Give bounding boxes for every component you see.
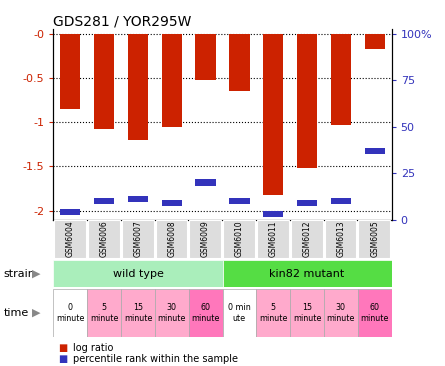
Bar bbox=[128, 34, 148, 140]
Text: GSM6012: GSM6012 bbox=[303, 221, 312, 257]
Bar bbox=[94, 34, 114, 129]
Text: 0 min
ute: 0 min ute bbox=[228, 303, 251, 323]
Bar bbox=[162, 200, 182, 206]
Text: ▶: ▶ bbox=[32, 269, 41, 279]
Text: kin82 mutant: kin82 mutant bbox=[269, 269, 345, 279]
Bar bbox=[263, 34, 283, 195]
Text: 30
minute: 30 minute bbox=[327, 303, 355, 323]
Bar bbox=[87, 289, 121, 337]
Bar bbox=[60, 34, 81, 109]
Text: wild type: wild type bbox=[113, 269, 163, 279]
Bar bbox=[297, 200, 317, 206]
Text: 15
minute: 15 minute bbox=[293, 303, 321, 323]
Text: GSM6007: GSM6007 bbox=[134, 220, 142, 257]
Bar bbox=[128, 196, 148, 202]
Bar bbox=[359, 220, 390, 258]
Bar bbox=[263, 211, 283, 217]
Bar bbox=[162, 34, 182, 127]
Bar bbox=[229, 198, 250, 204]
Bar bbox=[257, 220, 289, 258]
Text: log ratio: log ratio bbox=[73, 343, 114, 354]
Bar bbox=[290, 289, 324, 337]
Bar bbox=[195, 34, 216, 80]
Bar bbox=[364, 34, 385, 49]
Bar bbox=[54, 220, 86, 258]
Text: GSM6004: GSM6004 bbox=[66, 220, 75, 257]
Bar bbox=[331, 34, 351, 125]
Bar bbox=[122, 220, 154, 258]
Text: strain: strain bbox=[4, 269, 36, 279]
Bar bbox=[325, 220, 356, 258]
Bar bbox=[53, 289, 87, 337]
Text: 5
minute: 5 minute bbox=[259, 303, 287, 323]
Bar bbox=[155, 289, 189, 337]
Text: GSM6011: GSM6011 bbox=[269, 221, 278, 257]
Text: GSM6013: GSM6013 bbox=[336, 220, 345, 257]
Text: GSM6005: GSM6005 bbox=[370, 220, 379, 257]
Text: ■: ■ bbox=[58, 343, 67, 354]
Text: ▶: ▶ bbox=[32, 308, 41, 318]
Text: GSM6006: GSM6006 bbox=[100, 220, 109, 257]
Text: 15
minute: 15 minute bbox=[124, 303, 152, 323]
Text: 60
minute: 60 minute bbox=[360, 303, 389, 323]
Text: 0
minute: 0 minute bbox=[56, 303, 85, 323]
Text: time: time bbox=[4, 308, 29, 318]
Text: GSM6009: GSM6009 bbox=[201, 220, 210, 257]
Bar bbox=[324, 289, 358, 337]
Bar bbox=[156, 220, 187, 258]
Bar bbox=[88, 220, 120, 258]
Bar bbox=[229, 34, 250, 91]
Text: GSM6010: GSM6010 bbox=[235, 220, 244, 257]
Bar bbox=[189, 289, 222, 337]
Bar bbox=[222, 260, 392, 287]
Text: GSM6008: GSM6008 bbox=[167, 220, 176, 257]
Bar bbox=[222, 289, 256, 337]
Text: 60
minute: 60 minute bbox=[191, 303, 220, 323]
Bar bbox=[358, 289, 392, 337]
Text: 30
minute: 30 minute bbox=[158, 303, 186, 323]
Bar bbox=[60, 209, 81, 215]
Bar bbox=[331, 198, 351, 204]
Bar bbox=[121, 289, 155, 337]
Bar bbox=[256, 289, 290, 337]
Text: 5
minute: 5 minute bbox=[90, 303, 118, 323]
Bar bbox=[94, 198, 114, 204]
Text: percentile rank within the sample: percentile rank within the sample bbox=[73, 354, 239, 365]
Bar bbox=[223, 220, 255, 258]
Text: ■: ■ bbox=[58, 354, 67, 365]
Bar bbox=[291, 220, 323, 258]
Bar bbox=[297, 34, 317, 168]
Bar bbox=[364, 148, 385, 154]
Bar bbox=[195, 179, 216, 186]
Text: GDS281 / YOR295W: GDS281 / YOR295W bbox=[53, 14, 192, 28]
Bar bbox=[53, 260, 222, 287]
Bar bbox=[190, 220, 221, 258]
